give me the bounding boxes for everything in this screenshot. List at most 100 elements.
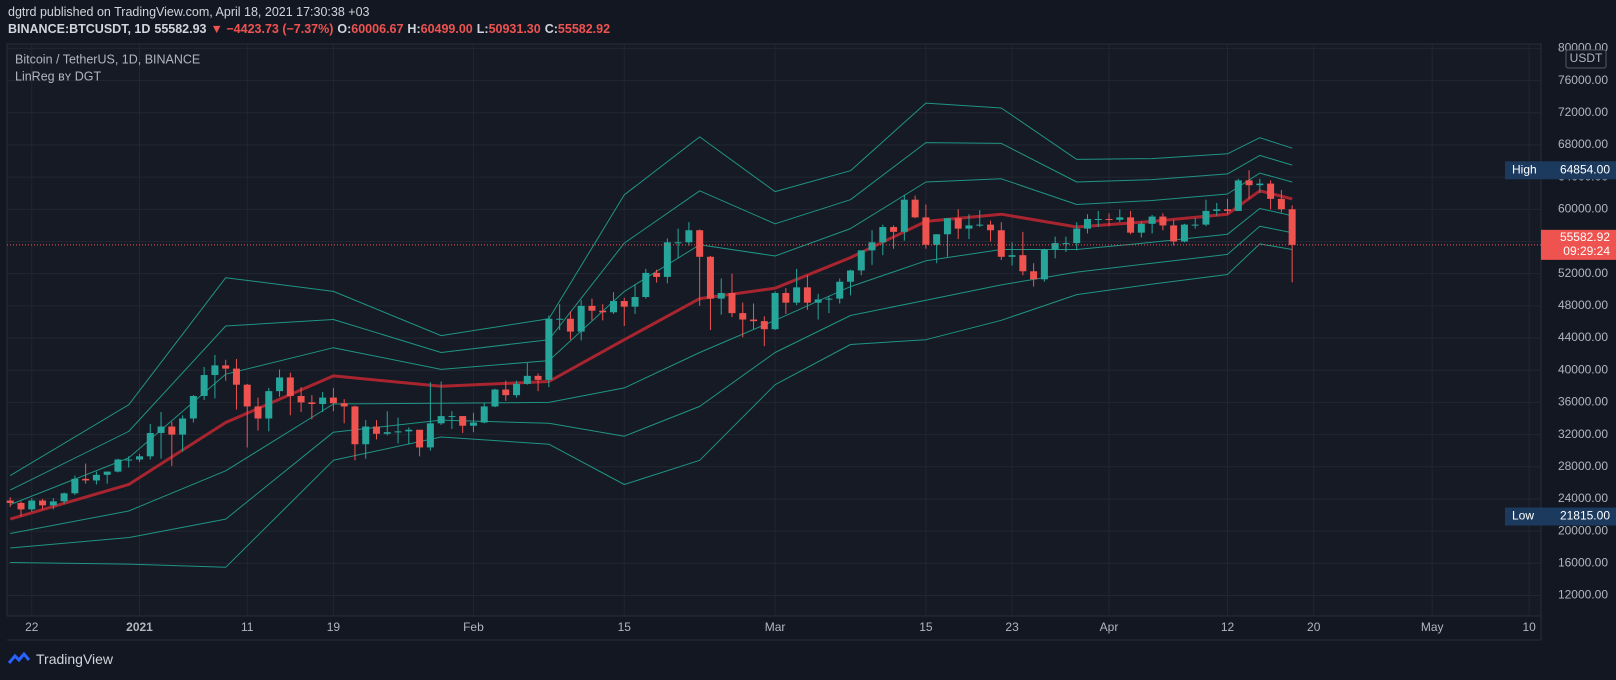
ohlc-key: L: [476, 22, 489, 36]
marker-value: 64854.00 [1560, 162, 1610, 176]
candle-body [771, 292, 779, 330]
candle-body [782, 292, 790, 303]
publisher-line: dgtrd published on TradingView.com, Apri… [8, 5, 374, 19]
candle-body [760, 321, 768, 330]
x-tick-label: May [1421, 620, 1444, 634]
marker-name: High [1512, 162, 1537, 176]
candle-body [286, 377, 294, 396]
candle-body [426, 423, 434, 448]
y-tick-label: 48000.00 [1558, 298, 1608, 312]
candle-body [49, 501, 57, 506]
candle-body [825, 298, 833, 300]
candle-body [642, 272, 650, 298]
y-tick-label: 32000.00 [1558, 427, 1608, 441]
candle-body [1030, 271, 1038, 280]
candle-body [276, 377, 284, 392]
last-price-tag [1541, 229, 1616, 260]
candle-body [1116, 217, 1124, 220]
candle-body [416, 429, 424, 448]
candle-body [1267, 183, 1275, 199]
candle-body [82, 478, 90, 481]
candle-body [480, 406, 488, 423]
candle-body [1234, 180, 1242, 211]
publisher: dgtrd published on TradingView.com, Apri… [8, 5, 370, 19]
candle-body [1213, 209, 1221, 211]
band-line [10, 172, 1293, 506]
candle-body [103, 471, 111, 475]
x-tick-label: Feb [463, 620, 484, 634]
candle-body [609, 301, 617, 313]
x-tick-label: 23 [1005, 620, 1019, 634]
candle-body [71, 478, 79, 494]
marker-value: 21815.00 [1560, 509, 1610, 523]
candle-body [965, 225, 973, 229]
candle-body [1062, 243, 1070, 245]
candle-body [1180, 224, 1188, 242]
candle-body [459, 416, 467, 426]
candle-body [534, 375, 542, 380]
candle-body [469, 422, 477, 426]
candle-body [620, 301, 628, 307]
candle-body [383, 432, 391, 434]
candle-body [943, 218, 951, 235]
candle-body [997, 230, 1005, 257]
candle-body [92, 474, 100, 481]
x-tick-label: Mar [765, 620, 786, 634]
ohlc-value: 50931.30 [488, 22, 541, 36]
candle-body [329, 397, 337, 404]
candle-body [1224, 209, 1232, 211]
candle-body [1051, 243, 1059, 250]
chart-title: Bitcoin / TetherUS, 1D, BINANCE [15, 52, 200, 66]
candle-body [1245, 180, 1253, 186]
candle-body [663, 242, 671, 277]
ohlc-key: C: [544, 22, 558, 36]
candle-body [846, 270, 854, 282]
band-line [10, 243, 1293, 568]
candle-body [857, 250, 865, 271]
candle-body [588, 305, 596, 311]
band-line [10, 225, 1293, 549]
candle-body [1288, 209, 1296, 245]
candle-body [1148, 216, 1156, 224]
candle-body [890, 227, 898, 232]
candle-body [114, 459, 122, 472]
candle-body [39, 500, 47, 506]
candle-body [1073, 228, 1081, 244]
y-tick-label: 52000.00 [1558, 266, 1608, 280]
candle-body [448, 416, 456, 418]
price: 55582.93 [154, 22, 207, 36]
candle-body [319, 397, 327, 405]
candle-body [125, 459, 133, 461]
footer: TradingView [8, 651, 113, 667]
candle-body [1127, 217, 1135, 233]
y-tick-label: 68000.00 [1558, 137, 1608, 151]
candle-body [405, 429, 413, 432]
candle-body [1170, 225, 1178, 242]
symbol-line: BINANCE:BTCUSDT, 1D 55582.93 ▼ −4423.73 (−… [8, 22, 618, 36]
y-tick-label: 76000.00 [1558, 73, 1608, 87]
candle-body [922, 217, 930, 245]
candle-body [599, 310, 607, 313]
candle-body [717, 292, 725, 299]
candle-body [189, 395, 197, 419]
candle-body [491, 389, 499, 407]
candle-body [254, 406, 262, 419]
candle-body [976, 224, 984, 226]
candle-body [933, 234, 941, 245]
x-tick-label: 15 [919, 620, 933, 634]
y-tick-label: 20000.00 [1558, 523, 1608, 537]
candle-body [954, 218, 962, 229]
currency: USDT [1570, 51, 1603, 65]
candle-body [17, 502, 25, 510]
candle-body [706, 256, 714, 299]
x-tick-label: 22 [25, 620, 39, 634]
y-tick-label: 40000.00 [1558, 362, 1608, 376]
symbol: BINANCE:BTCUSDT, 1D [8, 22, 151, 36]
marker-tag [1505, 161, 1616, 180]
candle-body [200, 375, 208, 396]
marker-tag [1505, 507, 1616, 526]
x-tick-label: 20 [1307, 620, 1321, 634]
candle-body [900, 199, 908, 232]
candle-body [1137, 223, 1145, 233]
